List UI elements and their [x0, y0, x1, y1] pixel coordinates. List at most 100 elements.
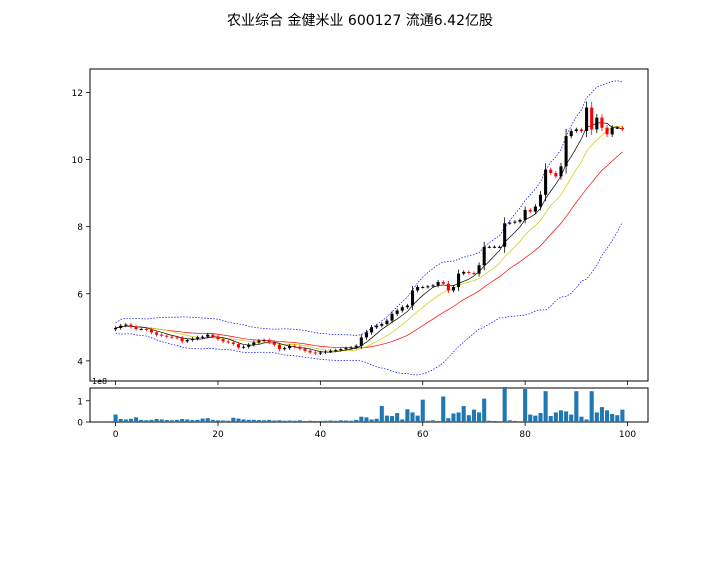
volume-bar: [405, 409, 410, 422]
candle: [272, 340, 276, 347]
candle-body: [472, 272, 476, 274]
candle-body: [344, 348, 348, 350]
candle: [457, 269, 461, 292]
candle-body: [282, 348, 287, 350]
candle-body: [139, 329, 143, 330]
candle-body: [492, 246, 496, 248]
candle-body: [185, 340, 189, 342]
candle: [590, 101, 594, 136]
volume-bar: [180, 419, 185, 422]
volume-bar: [164, 420, 169, 422]
volume-xtick-label: 80: [519, 430, 531, 440]
candle-body: [416, 287, 420, 291]
volume-xtick-label: 0: [113, 430, 119, 440]
volume-bar: [272, 420, 277, 422]
candle: [380, 322, 384, 328]
candle: [185, 338, 189, 344]
candle: [549, 167, 553, 176]
volume-xtick-label: 60: [417, 430, 429, 440]
candle-body: [528, 209, 532, 212]
candle-body: [375, 325, 379, 328]
volume-bar: [149, 419, 154, 422]
volume-bar: [292, 420, 297, 422]
volume-bar: [604, 410, 610, 422]
volume-bar: [564, 411, 569, 422]
volume-bar: [190, 420, 195, 422]
volume-bar: [369, 419, 374, 422]
candle-body: [579, 129, 583, 132]
candle: [554, 170, 558, 179]
candle: [160, 333, 164, 338]
candle: [149, 327, 153, 335]
volume-bar: [123, 419, 128, 422]
chart-title: 农业综合 金健米业 600127 流通6.42亿股: [227, 13, 493, 29]
volume-bar: [507, 420, 512, 422]
candle-body: [318, 352, 322, 354]
price-ytick-label: 4: [77, 357, 83, 367]
candle-body: [308, 350, 312, 353]
volume-bar: [517, 421, 523, 422]
candle-body: [467, 271, 471, 273]
volume-bar: [323, 420, 328, 422]
candle: [370, 324, 374, 335]
volume-bar: [548, 416, 553, 422]
volume-bar: [487, 420, 492, 422]
volume-bar: [574, 391, 579, 422]
candle-body: [303, 348, 307, 351]
candle: [221, 337, 225, 344]
volume-bar: [471, 409, 476, 422]
candle: [492, 245, 496, 249]
volume-bar: [379, 406, 384, 422]
candle: [513, 220, 517, 225]
candle: [267, 338, 271, 345]
volume-bar: [400, 419, 405, 422]
candle-body: [538, 194, 543, 207]
candle-body: [549, 169, 553, 173]
candle-body: [477, 265, 481, 274]
volume-bar: [185, 419, 190, 422]
candle-body: [564, 136, 568, 167]
volume-bar: [502, 386, 507, 422]
candle: [564, 128, 568, 174]
candle: [620, 126, 624, 132]
candle: [303, 347, 307, 353]
candle: [318, 350, 322, 356]
volume-bar: [113, 414, 118, 422]
candle: [595, 113, 599, 134]
volume-xtick-label: 40: [315, 430, 327, 440]
volume-bar: [359, 416, 364, 422]
volume-bar: [277, 420, 282, 422]
volume-bar: [302, 420, 308, 422]
candle-body: [451, 287, 456, 291]
volume-bar: [267, 419, 272, 422]
candle: [334, 348, 338, 353]
candle-body: [421, 287, 425, 289]
volume-bar: [610, 413, 615, 422]
ma-short-line: [115, 122, 623, 353]
volume-bar: [139, 419, 144, 422]
candle: [431, 283, 435, 288]
candle-body: [385, 320, 389, 324]
volume-bar: [374, 418, 379, 422]
candle-body: [155, 332, 159, 335]
price-ytick-label: 8: [77, 223, 83, 233]
candle-body: [190, 338, 194, 341]
candle: [605, 125, 609, 138]
volume-bar: [482, 398, 487, 422]
candle-body: [585, 107, 589, 132]
candle: [569, 128, 573, 139]
candle-body: [144, 329, 148, 330]
candle: [252, 340, 256, 347]
candle: [313, 350, 317, 356]
candle: [528, 208, 532, 214]
volume-bar: [159, 419, 164, 422]
volume-bar: [430, 420, 436, 422]
candle-body: [221, 339, 225, 342]
candle: [231, 340, 235, 346]
volume-bar: [579, 416, 584, 422]
candle: [400, 305, 404, 313]
candle-body: [267, 340, 271, 343]
candle-body: [252, 342, 256, 345]
candle-body: [574, 129, 578, 132]
candle-body: [334, 350, 338, 352]
